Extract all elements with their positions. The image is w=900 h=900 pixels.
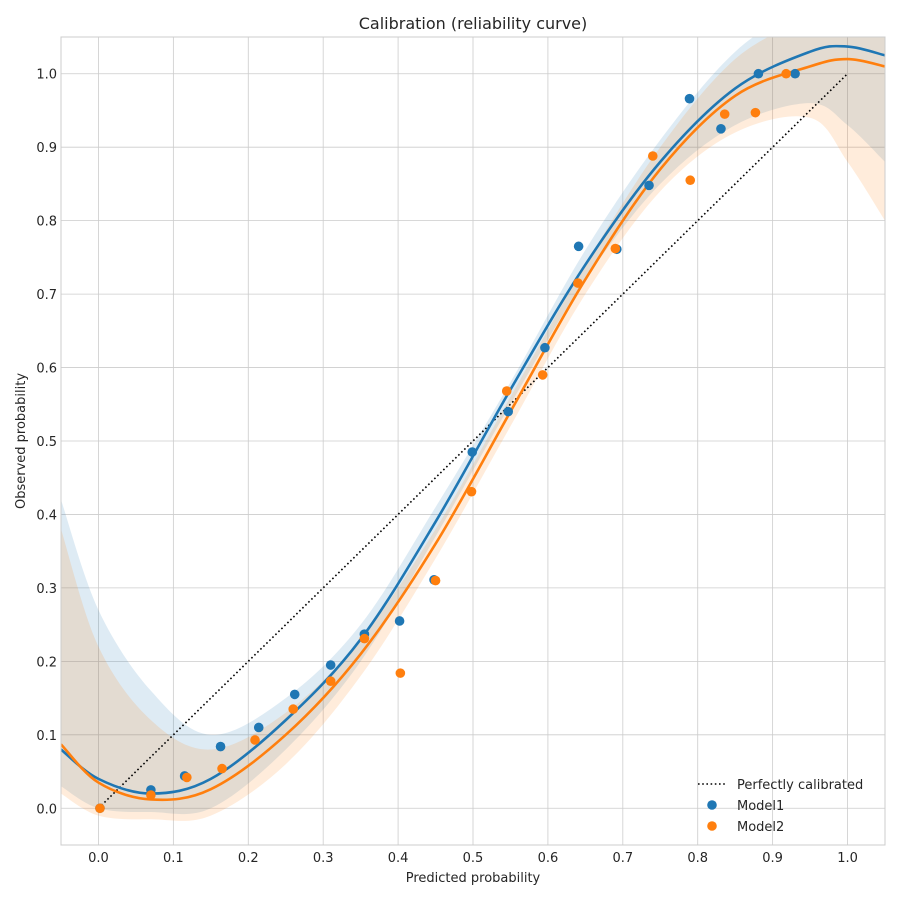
y-tick-label: 0.1 [36, 729, 57, 744]
data-point-model2 [95, 803, 105, 814]
data-point-model2 [537, 370, 548, 380]
y-tick-label: 0.9 [36, 141, 57, 156]
x-axis-label: Predicted probability [406, 871, 541, 886]
confidence-band-model2 [61, 37, 885, 821]
y-tick-label: 1.0 [36, 68, 57, 83]
x-tick-label: 0.6 [538, 851, 559, 866]
data-point-model2 [250, 735, 260, 745]
x-tick-label: 0.1 [163, 851, 184, 866]
x-tick-label: 0.9 [762, 851, 783, 866]
data-point-model2 [685, 175, 696, 186]
data-point-model1 [573, 241, 584, 252]
x-tick-label: 0.4 [388, 851, 409, 866]
legend-swatch-model2 [707, 821, 717, 831]
legend-label-reference: Perfectly calibrated [737, 778, 863, 793]
confidence-bands [61, 37, 885, 821]
x-tick-label: 0.0 [88, 851, 109, 866]
y-tick-label: 0.2 [36, 655, 57, 670]
legend-label-model2: Model2 [737, 820, 784, 835]
data-point-model2 [182, 772, 192, 783]
data-point-model2 [288, 704, 299, 714]
y-tick-label: 0.3 [36, 582, 57, 597]
data-point-model1 [684, 93, 695, 104]
y-tick-labels: 0.0 0.1 0.2 0.3 0.4 0.5 0.6 0.7 0.8 0.9 1.0 [36, 68, 57, 818]
x-tick-label: 0.7 [612, 851, 633, 866]
confidence-band-model1 [61, 37, 885, 815]
y-axis-label: Observed probability [14, 373, 29, 509]
fit-curves [61, 44, 885, 802]
data-point-model1 [215, 741, 226, 752]
data-point-model1 [644, 180, 654, 191]
y-tick-label: 0.5 [36, 435, 57, 450]
fit-curve-model1 [61, 44, 885, 795]
data-point-model2 [610, 243, 621, 254]
data-point-model2 [501, 386, 512, 396]
data-point-model2 [781, 68, 791, 79]
legend: Perfectly calibrated Model1 Model2 [698, 778, 863, 835]
data-point-model2 [719, 109, 730, 119]
data-point-model1 [716, 124, 726, 134]
x-tick-labels: 0.0 0.1 0.2 0.3 0.4 0.5 0.6 0.7 0.8 0.9 1.0 [88, 851, 858, 866]
data-point-model1 [289, 689, 300, 700]
data-point-model2 [325, 676, 336, 686]
data-point-model1 [503, 406, 514, 417]
legend-label-model1: Model1 [737, 799, 784, 814]
data-point-model2 [395, 668, 406, 678]
chart-title: Calibration (reliability curve) [359, 14, 588, 33]
data-point-model2 [647, 151, 658, 161]
data-point-model2 [466, 486, 477, 497]
x-tick-label: 0.3 [313, 851, 334, 866]
plot-frame [60, 36, 886, 846]
data-point-model2 [750, 107, 761, 118]
data-point-model2 [359, 633, 370, 644]
grid [61, 37, 885, 845]
scatter-points [95, 68, 800, 814]
y-tick-label: 0.8 [36, 215, 57, 230]
data-point-model1 [790, 68, 800, 79]
x-tick-label: 1.0 [837, 851, 858, 866]
perfectly-calibrated-line [97, 73, 849, 809]
data-point-model1 [753, 68, 764, 79]
y-tick-label: 0.6 [36, 362, 57, 377]
data-point-model2 [146, 790, 156, 800]
data-point-model2 [573, 278, 583, 288]
legend-swatch-model1 [707, 800, 717, 810]
x-tick-label: 0.5 [463, 851, 484, 866]
data-point-model1 [325, 660, 336, 670]
reference-line-layer [97, 73, 849, 809]
data-point-model2 [430, 575, 441, 586]
x-tick-label: 0.8 [687, 851, 708, 866]
y-tick-label: 0.7 [36, 288, 57, 303]
data-point-model1 [540, 342, 550, 353]
data-point-model1 [467, 447, 478, 457]
fit-curve-model2 [61, 57, 885, 802]
data-point-model1 [253, 722, 264, 733]
data-point-model1 [394, 616, 405, 626]
data-point-model2 [217, 763, 227, 774]
y-tick-label: 0.0 [36, 802, 57, 817]
x-tick-label: 0.2 [238, 851, 259, 866]
y-tick-label: 0.4 [36, 508, 57, 523]
